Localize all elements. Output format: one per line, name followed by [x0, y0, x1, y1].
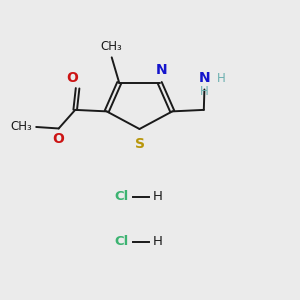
Text: CH₃: CH₃	[101, 40, 123, 53]
Text: S: S	[135, 137, 145, 152]
Text: O: O	[66, 71, 78, 85]
Text: CH₃: CH₃	[11, 121, 33, 134]
Text: H: H	[216, 72, 225, 85]
Text: N: N	[199, 71, 210, 85]
Text: O: O	[52, 132, 64, 146]
Text: H: H	[152, 190, 162, 203]
Text: N: N	[155, 64, 167, 77]
Text: Cl: Cl	[114, 190, 128, 203]
Text: H: H	[200, 85, 209, 98]
Text: Cl: Cl	[114, 235, 128, 248]
Text: H: H	[152, 235, 162, 248]
